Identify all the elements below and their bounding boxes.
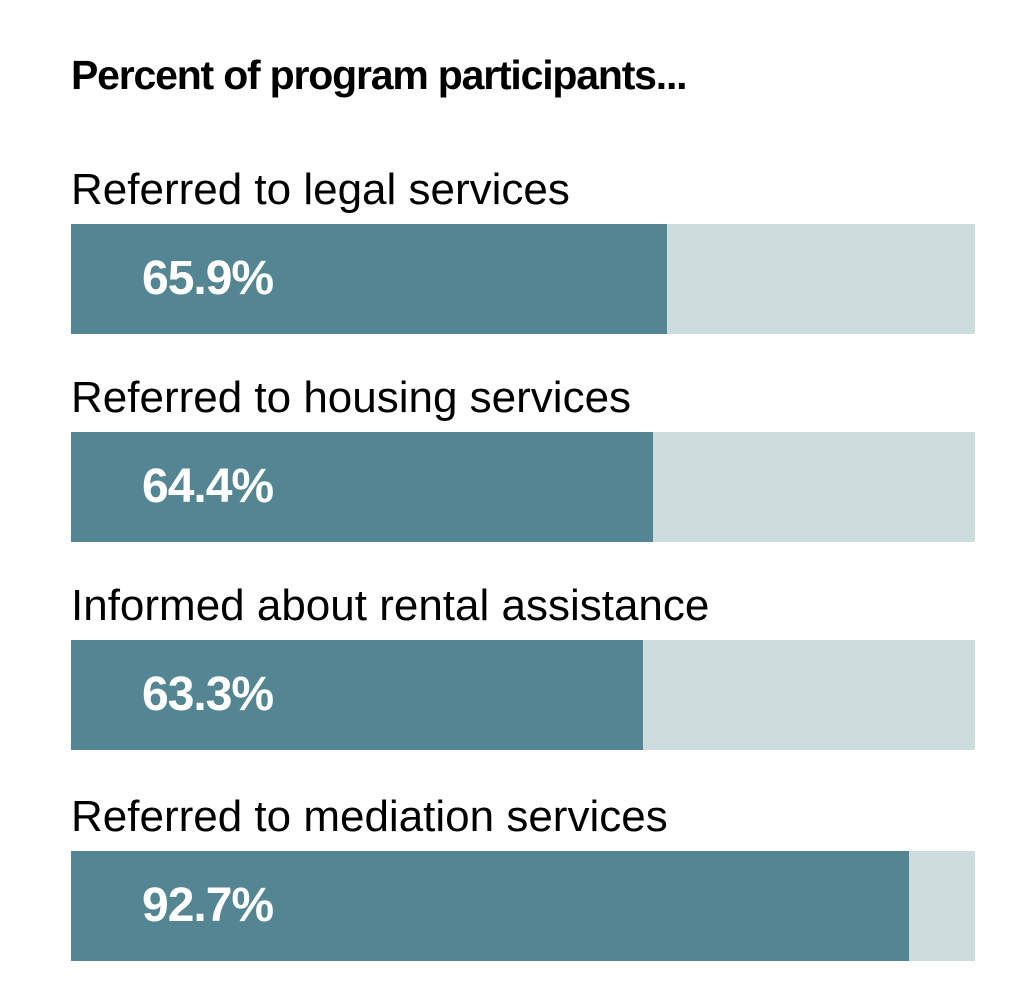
category-label: Informed about rental assistance xyxy=(71,581,710,630)
category-label: Referred to legal services xyxy=(71,165,570,214)
value-label: 65.9% xyxy=(142,252,274,305)
bar-track: 65.9% xyxy=(71,224,975,334)
category-label: Referred to housing services xyxy=(71,373,632,422)
bar-track: 64.4% xyxy=(71,432,975,542)
chart-title: Percent of program participants... xyxy=(71,52,688,98)
value-label: 92.7% xyxy=(142,879,274,932)
bar-track: 63.3% xyxy=(71,640,975,750)
category-label: Referred to mediation services xyxy=(71,792,668,841)
bar xyxy=(71,432,654,542)
value-label: 64.4% xyxy=(142,460,274,513)
bar xyxy=(71,851,909,961)
value-label: 63.3% xyxy=(142,668,274,721)
bar-track: 92.7% xyxy=(71,851,975,961)
bar xyxy=(71,640,644,750)
bar xyxy=(71,224,667,334)
